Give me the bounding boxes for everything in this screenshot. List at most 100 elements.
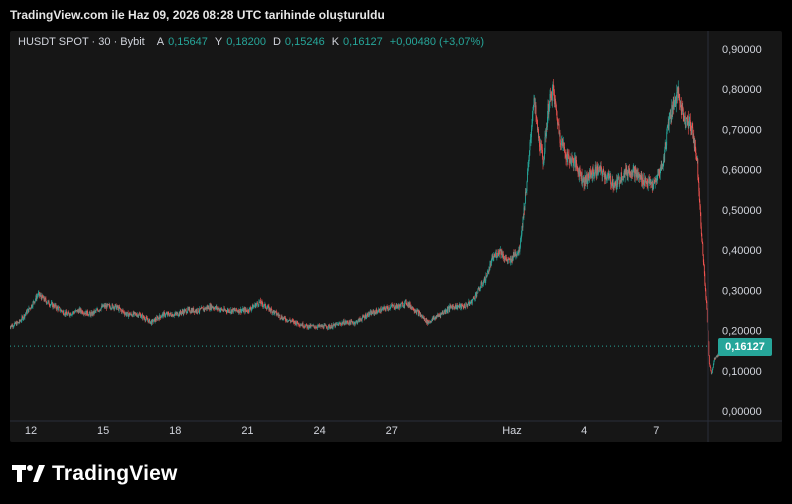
- candle-body: [33, 301, 35, 303]
- candle-body: [524, 207, 525, 211]
- symbol-name[interactable]: HUSDT SPOT · 30 · Bybit: [18, 36, 145, 48]
- candle-body: [362, 315, 363, 319]
- candle-body: [279, 314, 280, 316]
- candle-body: [207, 306, 209, 309]
- candle-body: [467, 303, 469, 305]
- candle-body: [345, 321, 346, 323]
- candle-body: [245, 308, 247, 311]
- candle-body: [445, 310, 447, 313]
- candle-body: [486, 270, 488, 277]
- candle-body: [376, 309, 378, 312]
- brand[interactable]: TradingView: [12, 462, 178, 486]
- candle-body: [133, 312, 135, 315]
- candle-body: [298, 322, 300, 326]
- candle-body: [421, 316, 423, 318]
- candle-body: [411, 306, 413, 309]
- candle-body: [181, 312, 183, 314]
- candle-body: [687, 116, 689, 129]
- candle-body: [584, 185, 585, 187]
- candle-body: [409, 303, 411, 306]
- candle-body: [219, 309, 221, 311]
- time-axis[interactable]: 12 15 18 21 24 27 Haz 4 7: [25, 425, 659, 437]
- candle-body: [450, 306, 452, 307]
- candle-body: [15, 322, 17, 324]
- candle-body: [308, 327, 309, 329]
- candle-body: [17, 322, 19, 323]
- candle-body: [474, 293, 476, 299]
- candle-body: [119, 306, 120, 309]
- candle-body: [632, 167, 634, 176]
- candle-body: [58, 307, 60, 308]
- candle-body: [173, 314, 175, 316]
- candle-body: [245, 310, 247, 311]
- candle-body: [116, 306, 117, 310]
- candle-body: [344, 324, 345, 326]
- candle-body: [702, 243, 704, 255]
- candle-body: [281, 316, 283, 319]
- candle-body: [103, 304, 105, 306]
- time-tick-label: 24: [313, 425, 325, 437]
- candle-body: [235, 308, 237, 311]
- candle-body: [393, 304, 395, 309]
- candle-body: [611, 179, 613, 185]
- candle-body: [706, 301, 708, 310]
- candle-body: [161, 314, 163, 317]
- candle-body: [225, 310, 227, 311]
- candle-body: [675, 100, 677, 107]
- candle-body: [369, 311, 371, 314]
- candle-body: [646, 181, 648, 184]
- candle-body: [440, 313, 442, 317]
- candle-body: [99, 309, 100, 311]
- candle-body: [657, 174, 659, 176]
- chart-panel[interactable]: 0,90000 0,80000 0,70000 0,60000 0,50000 0,400…: [10, 31, 782, 442]
- candle-body: [655, 180, 657, 182]
- candle-body: [352, 321, 353, 323]
- candle-body: [554, 99, 556, 105]
- candle-body: [698, 181, 700, 192]
- candle-body: [691, 124, 693, 133]
- candle-body: [97, 310, 99, 312]
- candle-body: [551, 92, 552, 101]
- candle-body: [167, 312, 169, 316]
- candle-body: [82, 310, 83, 314]
- candle-body: [319, 325, 321, 327]
- candle-body: [555, 99, 556, 103]
- candle-body: [411, 306, 413, 309]
- candle-body: [303, 326, 304, 328]
- price-tick-label: 0,20000: [722, 326, 762, 338]
- candle-body: [323, 325, 325, 329]
- price-axis[interactable]: 0,90000 0,80000 0,70000 0,60000 0,50000 0,400…: [722, 44, 762, 418]
- candle-body: [498, 249, 500, 255]
- candle-body: [582, 178, 584, 183]
- candle-body: [357, 322, 358, 324]
- candle-body: [106, 303, 108, 309]
- price-chart[interactable]: 0,90000 0,80000 0,70000 0,60000 0,50000 0,400…: [10, 31, 782, 442]
- candle-body: [79, 308, 81, 313]
- candle-body: [427, 321, 429, 325]
- candle-body: [292, 320, 294, 321]
- candle-body: [373, 310, 375, 312]
- candle-body: [224, 309, 226, 311]
- candle-body: [260, 301, 262, 305]
- price-tick-label: 0,30000: [722, 285, 762, 297]
- candle-body: [400, 303, 402, 307]
- candle-body: [443, 310, 445, 312]
- candle-body: [242, 308, 244, 311]
- candle-body: [294, 321, 296, 325]
- candle-body: [538, 136, 540, 138]
- candle-body: [390, 306, 392, 309]
- candle-body: [662, 164, 664, 167]
- candle-body: [46, 302, 48, 304]
- candle-body: [457, 306, 459, 307]
- candle-body: [591, 172, 592, 175]
- candle-body: [316, 327, 318, 329]
- candle-body: [280, 318, 281, 319]
- candle-body: [533, 104, 534, 111]
- candle-body: [328, 324, 330, 326]
- candle-body: [646, 181, 648, 185]
- candle-body: [218, 308, 220, 311]
- candle-body: [121, 310, 122, 313]
- candle-body: [281, 316, 282, 319]
- candle-body: [598, 167, 599, 172]
- candle-body: [298, 322, 299, 325]
